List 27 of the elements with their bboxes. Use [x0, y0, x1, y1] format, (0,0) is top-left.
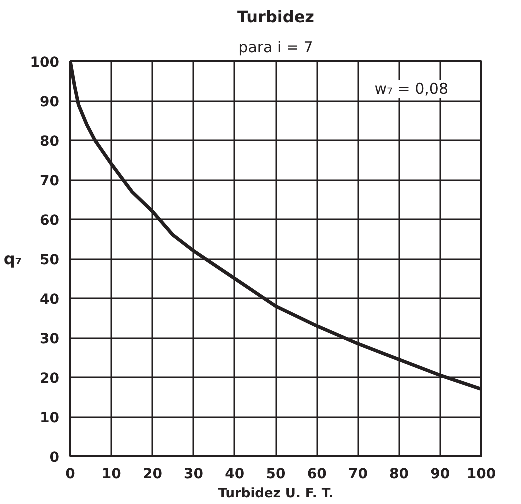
chart-subtitle: para i = 7: [238, 38, 314, 56]
x-tick-label: 30: [184, 466, 204, 482]
y-tick-label: 30: [40, 332, 60, 348]
y-tick-label: 100: [30, 55, 60, 71]
x-tick-label: 100: [466, 466, 496, 482]
y-axis-title: q₇: [4, 250, 22, 268]
x-axis-title: Turbidez U. F. T.: [218, 486, 334, 502]
y-tick-label: 60: [40, 213, 60, 229]
y-tick-label: 10: [40, 410, 60, 426]
annotation: w₇ = 0,08: [374, 80, 449, 98]
y-tick-label: 0: [50, 450, 60, 466]
x-tick-label: 10: [102, 466, 122, 482]
y-tick-label: 80: [40, 134, 60, 150]
y-tick-label: 70: [40, 174, 60, 190]
y-tick-label: 50: [40, 252, 60, 268]
x-tick-label: 50: [266, 466, 286, 482]
x-tick-label: 40: [225, 466, 245, 482]
x-tick-label: 80: [390, 466, 410, 482]
x-tick-label: 70: [348, 466, 368, 482]
y-tick-label: 40: [40, 292, 60, 308]
x-tick-label: 90: [430, 466, 450, 482]
y-tick-label: 20: [40, 371, 60, 387]
y-tick-label: 90: [40, 94, 60, 110]
x-tick-label: 60: [307, 466, 328, 482]
x-tick-label: 20: [142, 466, 163, 482]
chart-title: Turbidez: [238, 8, 315, 26]
x-tick-label: 0: [66, 466, 76, 482]
